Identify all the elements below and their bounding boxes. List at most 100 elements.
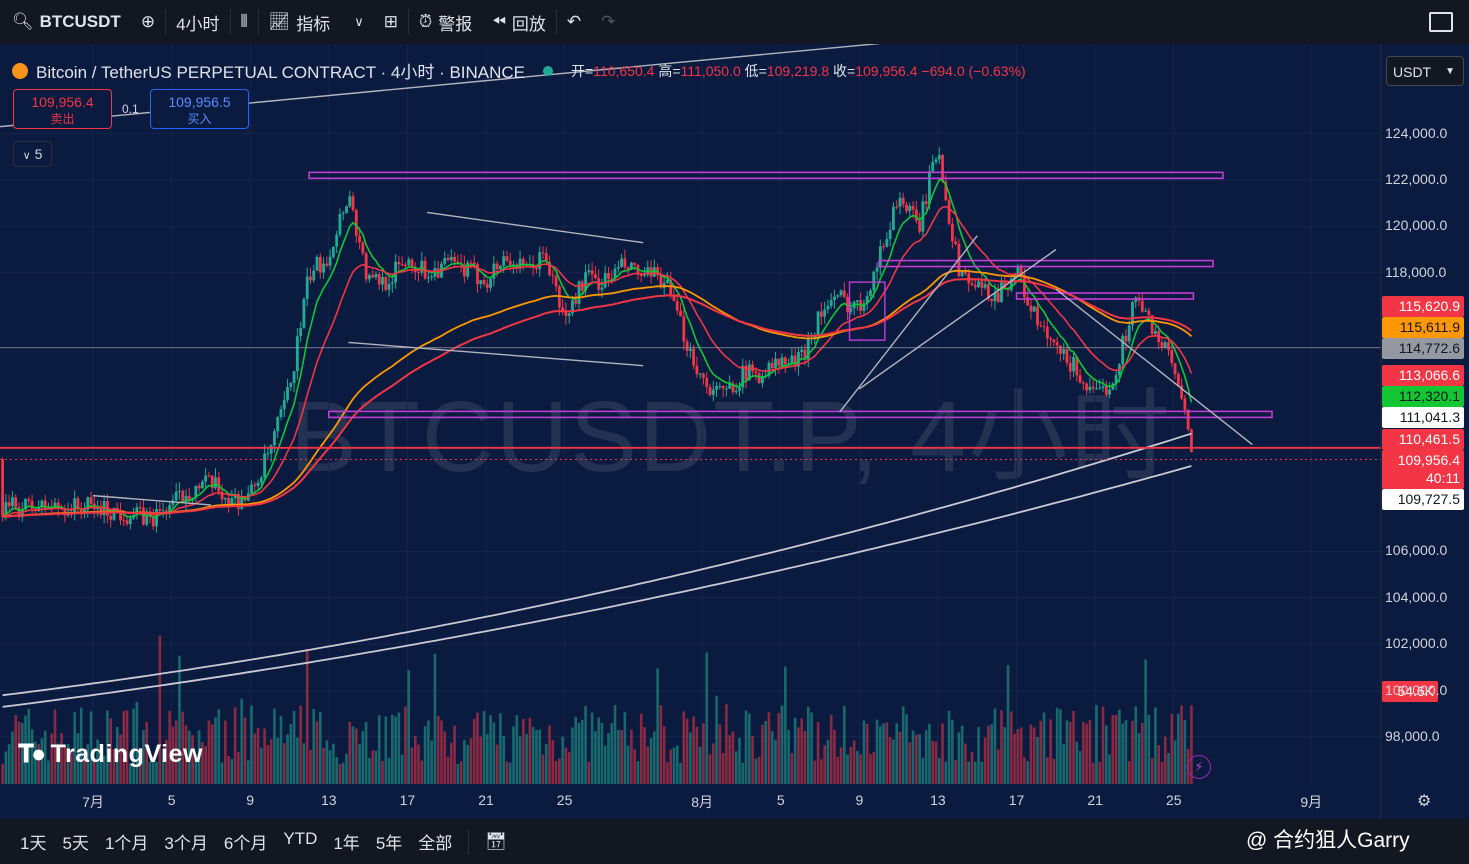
price-tag: 109,727.5: [1382, 489, 1464, 510]
range-button[interactable]: 全部: [418, 834, 453, 853]
range-button[interactable]: 6个月: [223, 834, 268, 853]
candle-body: [567, 313, 571, 316]
volume-bar: [721, 752, 725, 784]
goto-settings-icon[interactable]: ⚙: [1417, 793, 1432, 810]
ohlc-values: 开=110,650.4 高=111,050.0 低=109,219.8 收=10…: [571, 62, 1026, 79]
volume-bar: [967, 761, 971, 784]
currency-select[interactable]: USDT ▼: [1386, 56, 1464, 86]
volume-bar: [364, 721, 368, 784]
chart-pane[interactable]: BTCUSDT.P, 4小时: [0, 44, 1469, 819]
candle-body: [472, 262, 476, 265]
layout-button[interactable]: ⊞: [374, 0, 408, 44]
candles-icon: ⫴: [240, 12, 248, 31]
range-button[interactable]: 5年: [375, 834, 403, 853]
volume-bar: [286, 734, 289, 784]
candle-body: [253, 484, 257, 486]
buy-button[interactable]: 109,956.5 买入: [150, 89, 249, 129]
sell-button[interactable]: 109,956.4 卖出: [13, 89, 112, 129]
volume-bar: [659, 705, 663, 784]
volume-bar: [826, 740, 830, 784]
candle-body: [1039, 325, 1043, 327]
time-tick-label: 7月: [82, 794, 104, 810]
volume-bar: [210, 724, 214, 784]
candle-body: [449, 256, 453, 261]
alert-button[interactable]: ⏰︎ 警报: [409, 0, 482, 44]
candle-body: [302, 298, 306, 328]
range-button[interactable]: 5天: [62, 834, 89, 853]
ma-line: [2, 432, 1192, 697]
candle-body: [125, 520, 129, 525]
goto-date-icon[interactable]: 📅︎: [485, 831, 507, 851]
volume-bar: [865, 723, 869, 784]
volume-bar: [754, 758, 758, 784]
undo-icon: ↶: [566, 12, 582, 31]
range-button[interactable]: YTD: [283, 829, 318, 848]
symbol-search-button[interactable]: 🔍︎ BTCUSDT: [0, 0, 131, 44]
price-chart-svg[interactable]: [0, 44, 1469, 819]
replay-button[interactable]: ⏪︎ 回放: [482, 0, 556, 44]
chart-type-button[interactable]: ⫴: [231, 0, 258, 44]
top-toolbar: 🔍︎ BTCUSDT ⊕ 4小时 ⫴ 📈︎ 指标 ∨ ⊞ ⏰︎ 警报 ⏪︎ 回放…: [0, 0, 1469, 45]
volume-bar: [495, 744, 499, 784]
collapse-indicators-button[interactable]: ∨ 5: [13, 141, 52, 167]
volume-bar: [970, 751, 974, 784]
volume-bar: [433, 653, 437, 784]
volume-bar: [797, 727, 800, 784]
volume-bar: [472, 718, 476, 784]
candle-body: [996, 292, 1000, 302]
compare-button[interactable]: ⊕: [131, 0, 165, 44]
range-button[interactable]: 3个月: [164, 834, 208, 853]
price-tick-label: 106,000.0: [1385, 542, 1448, 559]
volume-bar: [83, 748, 86, 784]
candle-body: [892, 206, 895, 230]
candle-body: [361, 242, 365, 254]
range-button[interactable]: 1天: [20, 834, 47, 853]
price-tag: 114,772.6: [1382, 338, 1464, 359]
fullscreen-button[interactable]: [1419, 0, 1469, 44]
volume-bar: [1055, 707, 1059, 784]
volume-bar: [597, 717, 600, 784]
candle-body: [630, 262, 633, 270]
volume-bar: [417, 744, 420, 784]
search-icon: 🔍︎: [12, 12, 34, 31]
bottom-toolbar: 1天 5天 1个月 3个月 6个月 YTD 1年 5年 全部 📅︎: [0, 819, 1469, 864]
volume-bar: [165, 740, 168, 784]
undo-button[interactable]: ↶: [557, 0, 591, 44]
candle-body: [761, 375, 764, 384]
bitcoin-logo-icon: [12, 62, 28, 79]
candle-body: [99, 505, 103, 516]
range-button[interactable]: 1年: [333, 834, 360, 853]
volume-bar: [122, 711, 126, 784]
interval-button[interactable]: 4小时: [166, 0, 229, 44]
candle-body: [882, 246, 885, 248]
volume-bar: [420, 760, 424, 784]
volume-bar: [806, 706, 810, 784]
candle-body: [322, 263, 325, 273]
candle-body: [666, 279, 669, 283]
volume-bar: [1026, 761, 1029, 784]
redo-button[interactable]: ↷: [591, 0, 625, 44]
volume-bar: [387, 757, 391, 784]
lightning-icon[interactable]: ⚡︎: [1187, 755, 1211, 779]
range-button[interactable]: 1个月: [104, 834, 149, 853]
volume-bar: [135, 701, 139, 784]
indicators-button[interactable]: 📈︎ 指标 ∨: [259, 0, 374, 44]
volume-bar: [1131, 720, 1134, 784]
change-value: −694.0 (−0.63%): [921, 62, 1026, 79]
tv-logo-icon: 𝐓●: [18, 740, 46, 768]
volume-bar: [43, 730, 47, 784]
candle-body: [348, 196, 352, 207]
candle-body: [1078, 375, 1082, 383]
volume-bar: [702, 723, 705, 784]
candle-body: [518, 258, 522, 269]
volume-bar: [325, 740, 329, 784]
volume-bar: [1059, 709, 1062, 784]
candle-body: [407, 259, 411, 266]
resistance-zone: [308, 171, 1224, 180]
volume-bar: [892, 739, 895, 784]
candle-body: [1190, 429, 1193, 453]
candle-body: [371, 275, 375, 278]
candle-body: [387, 283, 391, 290]
candle-body: [305, 276, 309, 299]
chevron-down-icon: ∨: [354, 14, 364, 29]
